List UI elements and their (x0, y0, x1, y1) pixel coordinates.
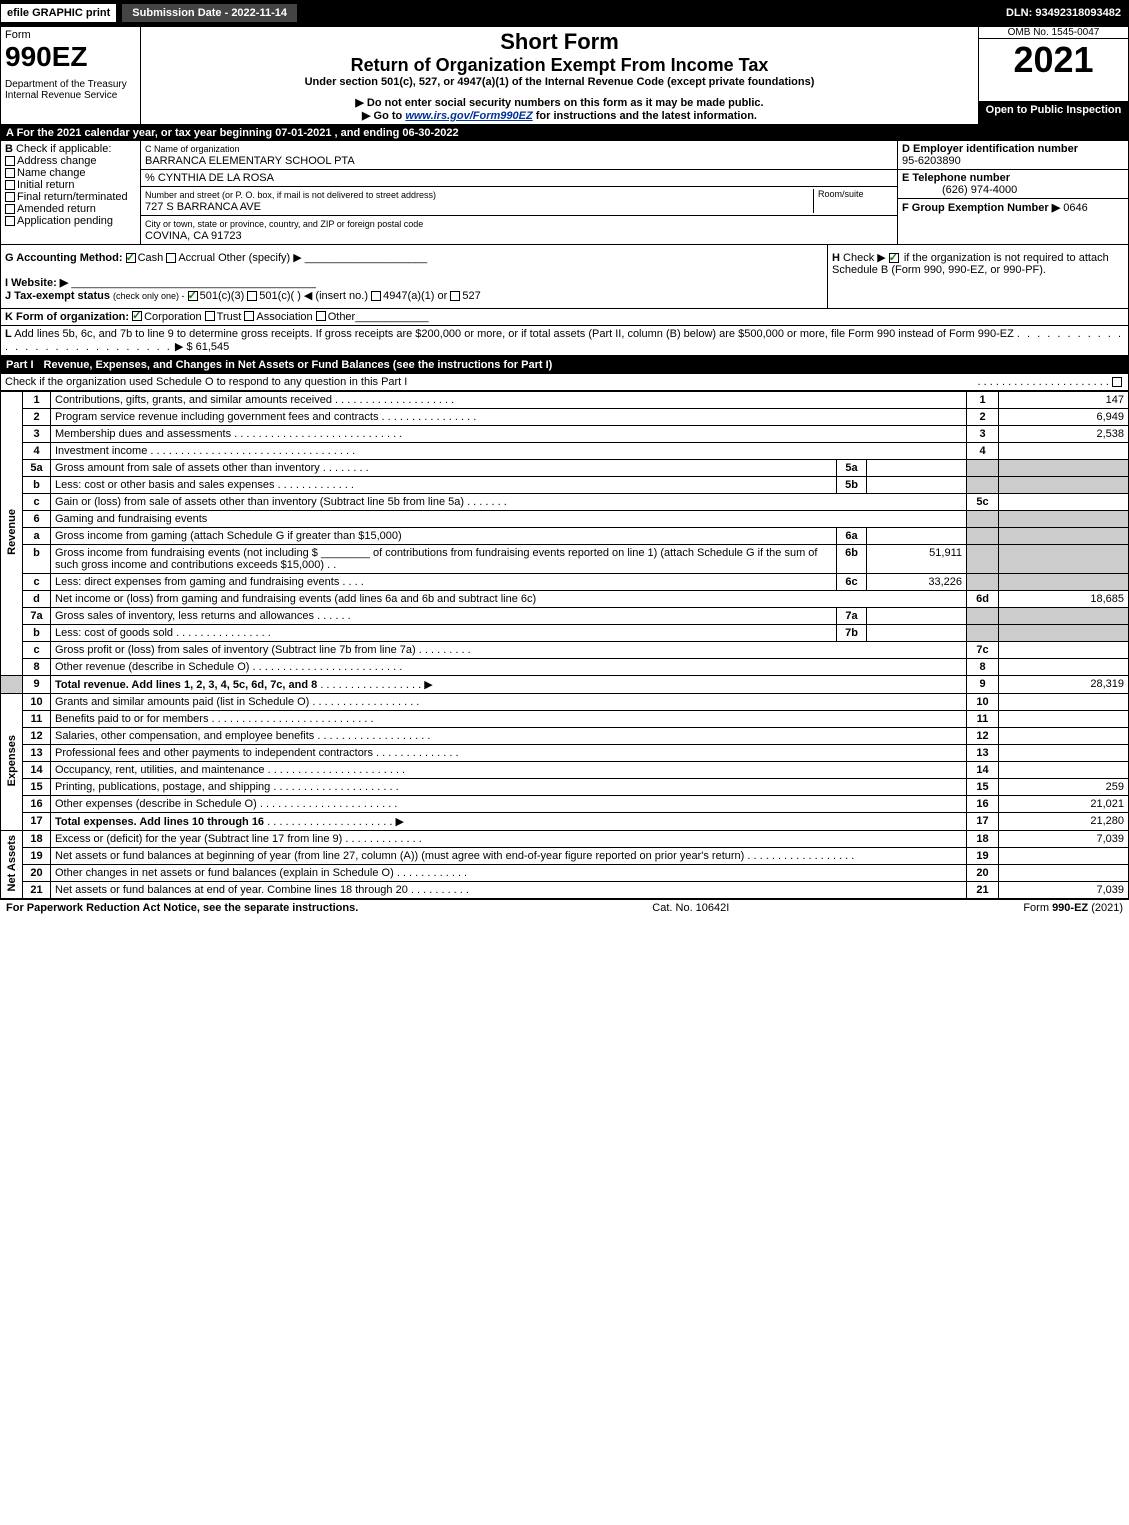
part-1-header: Part I Revenue, Expenses, and Changes in… (0, 356, 1129, 374)
page-footer: For Paperwork Reduction Act Notice, see … (0, 899, 1129, 916)
chk-other-org[interactable] (316, 311, 326, 321)
section-l-label: L (5, 328, 12, 340)
line-6b-amount: 51,911 (867, 545, 967, 574)
group-exemption: 0646 (1063, 202, 1087, 214)
omb-number: OMB No. 1545-0047 (979, 27, 1128, 39)
irs-link[interactable]: www.irs.gov/Form990EZ (405, 110, 532, 122)
chk-initial-return[interactable] (5, 180, 15, 190)
financial-table: Revenue 1Contributions, gifts, grants, a… (0, 391, 1129, 899)
section-g-label: G Accounting Method: (5, 252, 123, 264)
subtitle: Under section 501(c), 527, or 4947(a)(1)… (145, 76, 974, 88)
note-ssn: ▶ Do not enter social security numbers o… (145, 96, 974, 109)
line-6d-amount: 18,685 (999, 591, 1129, 608)
chk-4947[interactable] (371, 291, 381, 301)
line-18-amount: 7,039 (999, 831, 1129, 848)
line-2-amount: 6,949 (999, 409, 1129, 426)
section-d-label: D Employer identification number (902, 143, 1078, 155)
form-header: Form 990EZ Department of the Treasury In… (0, 26, 1129, 125)
org-name: BARRANCA ELEMENTARY SCHOOL PTA (145, 155, 355, 167)
line-3-amount: 2,538 (999, 426, 1129, 443)
chk-name-change[interactable] (5, 168, 15, 178)
chk-corp[interactable] (132, 311, 142, 321)
expenses-label: Expenses (6, 735, 18, 786)
open-inspection: Open to Public Inspection (979, 101, 1129, 124)
section-i-label: I Website: ▶ (5, 277, 68, 289)
section-k-label: K Form of organization: (5, 311, 129, 323)
section-a: A For the 2021 calendar year, or tax yea… (0, 125, 1129, 141)
form-number: 990EZ (5, 41, 136, 73)
section-f-label: F Group Exemption Number ▶ (902, 202, 1060, 214)
chk-amended[interactable] (5, 204, 15, 214)
chk-assoc[interactable] (244, 311, 254, 321)
section-b-label: B (5, 143, 13, 155)
section-h-label: H (832, 252, 840, 264)
line-21-amount: 7,039 (999, 882, 1129, 899)
ein: 95-6203890 (902, 155, 961, 167)
title-return: Return of Organization Exempt From Incom… (145, 55, 974, 76)
chk-schedule-b[interactable] (889, 253, 899, 263)
line-9-total-revenue: 28,319 (999, 676, 1129, 694)
city-state-zip: COVINA, CA 91723 (145, 230, 242, 242)
gross-receipts: 61,545 (196, 341, 230, 353)
efile-print-label[interactable]: efile GRAPHIC print (0, 3, 117, 23)
line-15-amount: 259 (999, 779, 1129, 796)
top-bar: efile GRAPHIC print Submission Date - 20… (0, 0, 1129, 26)
line-16-amount: 21,021 (999, 796, 1129, 813)
chk-schedule-o[interactable] (1112, 377, 1122, 387)
section-j-label: J Tax-exempt status (5, 290, 110, 302)
dln-number: DLN: 93492318093482 (1006, 7, 1129, 19)
chk-accrual[interactable] (166, 253, 176, 263)
submission-date: Submission Date - 2022-11-14 (121, 3, 298, 23)
line-6c-amount: 33,226 (867, 574, 967, 591)
chk-501c[interactable] (247, 291, 257, 301)
section-e-label: E Telephone number (902, 172, 1010, 184)
chk-app-pending[interactable] (5, 216, 15, 226)
care-of: % CYNTHIA DE LA ROSA (141, 170, 897, 187)
section-c-label: C Name of organization (145, 144, 240, 154)
room-suite-label: Room/suite (813, 189, 893, 213)
chk-address-change[interactable] (5, 156, 15, 166)
chk-527[interactable] (450, 291, 460, 301)
line-17-total-expenses: 21,280 (999, 813, 1129, 831)
line-1-amount: 147 (999, 392, 1129, 409)
form-word: Form (5, 29, 136, 41)
chk-cash[interactable] (126, 253, 136, 263)
title-short-form: Short Form (145, 29, 974, 55)
tax-year: 2021 (979, 39, 1128, 81)
phone: (626) 974-4000 (902, 184, 1017, 196)
dept-treasury: Department of the Treasury Internal Reve… (5, 79, 136, 101)
revenue-label: Revenue (6, 509, 18, 555)
chk-501c3[interactable] (188, 291, 198, 301)
net-assets-label: Net Assets (6, 835, 18, 891)
note-goto: ▶ Go to www.irs.gov/Form990EZ for instru… (145, 109, 974, 122)
chk-trust[interactable] (205, 311, 215, 321)
chk-final-return[interactable] (5, 192, 15, 202)
street-address: 727 S BARRANCA AVE (145, 201, 261, 213)
